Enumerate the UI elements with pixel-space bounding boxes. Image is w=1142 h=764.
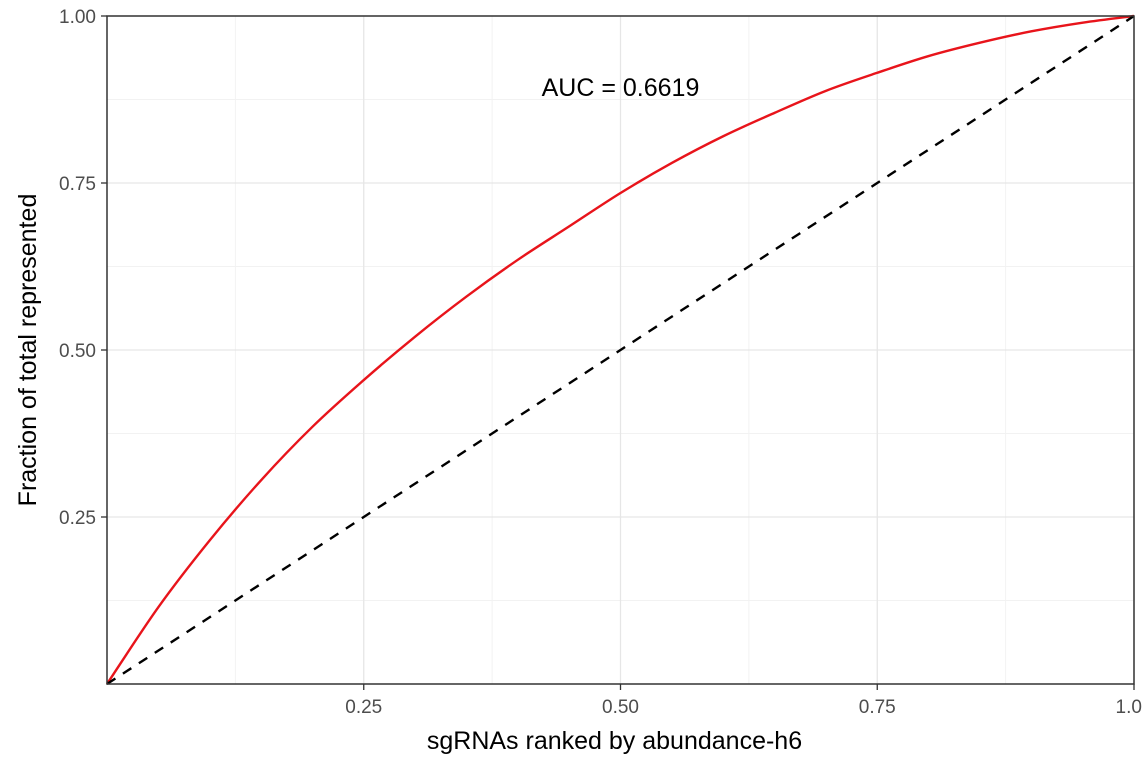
x-tick-label: 0.75 [859,697,896,718]
x-axis-title: sgRNAs ranked by abundance-h6 [427,727,802,755]
y-tick-label: 1.00 [59,7,96,28]
auc-annotation: AUC = 0.6619 [542,74,700,102]
series-layer [106,14,1135,686]
x-tick-label: 0.25 [345,697,382,718]
x-tick-label: 1.00 [1116,697,1142,718]
x-tick-label: 0.50 [602,697,639,718]
y-axis-title: Fraction of total represented [14,194,42,507]
reference-diagonal-line [106,14,1135,686]
y-tick-label: 0.25 [59,508,96,529]
y-tick-label: 0.50 [59,341,96,362]
y-tick-label: 0.75 [59,174,96,195]
cumulative-fraction-curve [106,14,1135,685]
ticks-layer: 0.25 0.50 0.75 1.00 0.25 0.50 0.75 1.00 [59,7,1142,718]
